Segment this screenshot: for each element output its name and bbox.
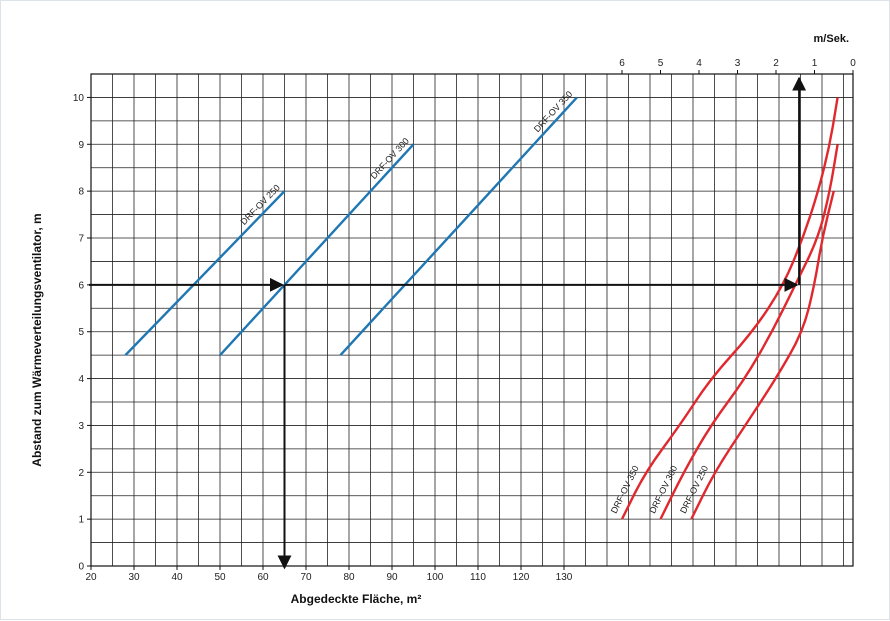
x-tick-label: 30 xyxy=(128,572,140,583)
y-tick-label: 6 xyxy=(78,280,84,291)
area-series-line xyxy=(219,143,415,356)
x-tick-label: 110 xyxy=(470,572,486,583)
x-tick-label: 70 xyxy=(300,572,312,583)
speed-series-curve xyxy=(620,97,839,520)
y-axis-title: Abstand zum Wärmeverteilungsventilator, … xyxy=(30,213,44,466)
area-series-line xyxy=(124,190,286,356)
x-tick-label: 130 xyxy=(556,572,573,583)
x-tick-label: 90 xyxy=(386,572,398,583)
top-tick-label: 5 xyxy=(658,58,664,69)
speed-series-curve xyxy=(659,144,839,520)
plot-border xyxy=(90,73,854,567)
top-tick-label: 2 xyxy=(773,58,779,69)
x-tick-label: 100 xyxy=(427,572,444,583)
top-tick-label: 1 xyxy=(812,58,818,69)
top-tick-label: 3 xyxy=(735,58,741,69)
x-axis-title: Abgedeckte Fläche, m² xyxy=(291,592,422,606)
y-tick-label: 9 xyxy=(78,140,84,151)
x-tick-label: 50 xyxy=(214,572,226,583)
area-series-label: DRF-OV 350 xyxy=(532,89,575,134)
y-tick-label: 0 xyxy=(78,562,84,573)
top-tick-label: 6 xyxy=(619,58,625,69)
y-tick-label: 1 xyxy=(78,515,84,526)
y-tick-label: 10 xyxy=(73,93,85,104)
x-tick-label: 20 xyxy=(85,572,97,583)
y-tick-label: 4 xyxy=(78,374,84,385)
speed-series-curve xyxy=(690,190,835,520)
top-tick-label: 0 xyxy=(850,58,856,69)
reading-arrows xyxy=(89,76,807,570)
top-axis-unit: m/Sek. xyxy=(814,33,849,45)
y-tick-label: 3 xyxy=(78,421,84,432)
y-tick-label: 2 xyxy=(78,468,84,479)
area-series-line xyxy=(339,96,578,356)
area-series-label: DRF-OV 250 xyxy=(239,183,282,227)
grid xyxy=(90,73,853,567)
y-tick-label: 8 xyxy=(78,187,84,198)
x-tick-label: 60 xyxy=(257,572,269,583)
x-tick-label: 120 xyxy=(513,572,530,583)
top-tick-label: 4 xyxy=(696,58,702,69)
x-tick-label: 80 xyxy=(343,572,355,583)
area-series-label: DRF-OV 300 xyxy=(368,136,411,181)
y-tick-label: 7 xyxy=(78,234,84,245)
x-tick-label: 40 xyxy=(171,572,183,583)
y-tick-label: 5 xyxy=(78,327,84,338)
